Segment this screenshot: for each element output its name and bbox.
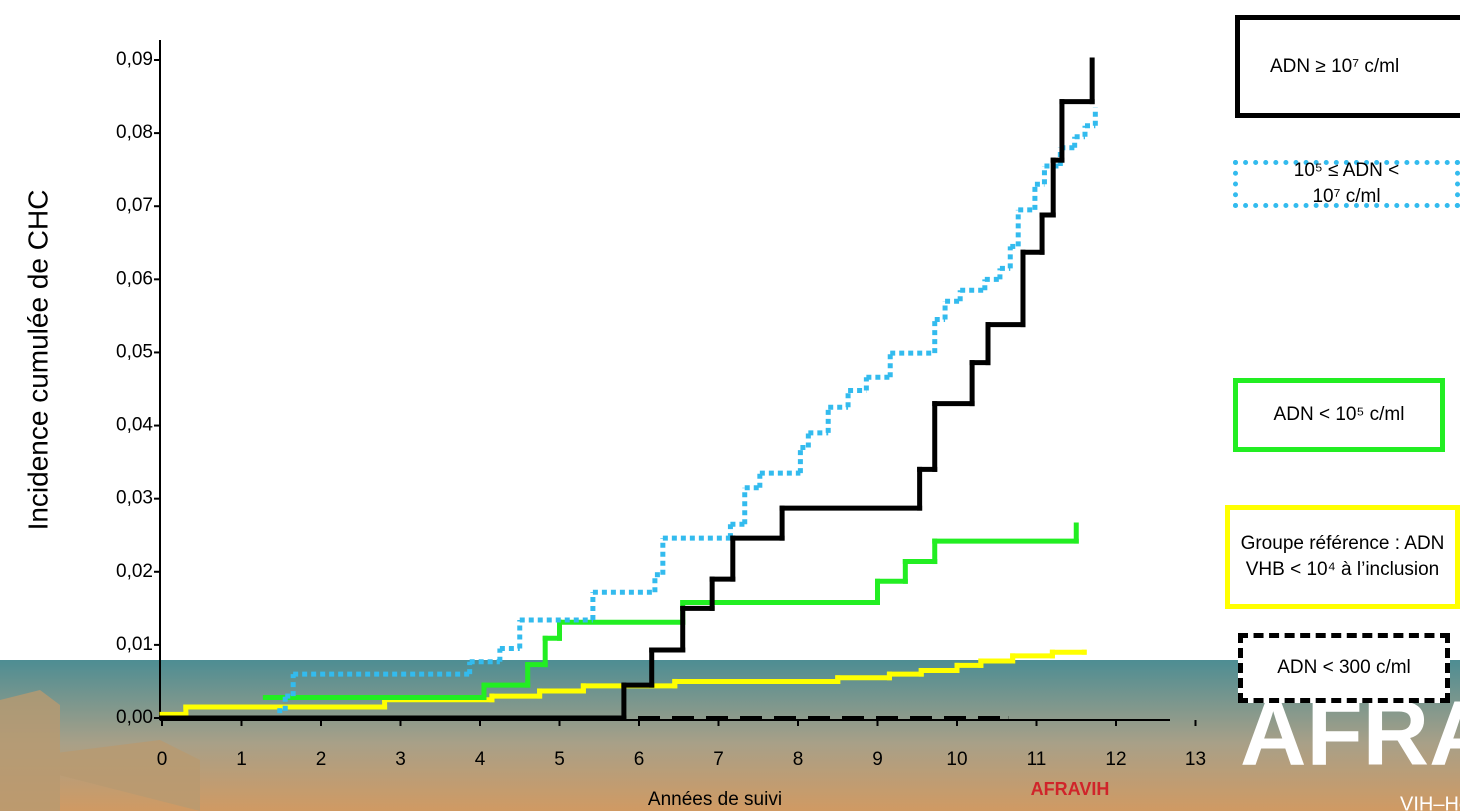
x-tick-label: 2 <box>316 749 327 770</box>
y-tick-label: 0,02 <box>116 561 153 582</box>
y-tick-label: 0,08 <box>116 122 153 143</box>
x-tick-label: 0 <box>157 749 168 770</box>
x-tick-label: 4 <box>475 749 486 770</box>
y-tick-label: 0,00 <box>116 707 153 728</box>
legend-entry: Groupe référence : ADN VHB < 10⁴ à l’inc… <box>1225 505 1460 609</box>
y-tick-label: 0,03 <box>116 488 153 509</box>
y-tick-label: 0,09 <box>116 49 153 70</box>
y-tick-label: 0,06 <box>116 268 153 289</box>
x-tick-label: 7 <box>713 749 724 770</box>
x-tick-label: 5 <box>554 749 565 770</box>
legend-entry: ADN < 10⁵ c/ml <box>1233 378 1445 452</box>
x-tick-label: 1 <box>236 749 247 770</box>
x-tick-label: 6 <box>634 749 645 770</box>
banner-subtitle: VIH–Hépa <box>1400 793 1460 811</box>
y-axis-title: Incidence cumulée de CHC <box>22 190 53 531</box>
x-tick-label: 10 <box>946 749 967 770</box>
y-tick-label: 0,04 <box>116 415 153 436</box>
x-tick-label: 12 <box>1105 749 1126 770</box>
y-tick-label: 0,01 <box>116 634 153 655</box>
x-axis-title: Années de suivi <box>648 789 782 810</box>
x-tick-label: 13 <box>1185 749 1206 770</box>
legend-entry: 10⁵ ≤ ADN < 10⁷ c/ml <box>1233 160 1460 208</box>
page: AFRAVIH AFRA VIH–Hépa Incidence cumulée … <box>0 0 1460 811</box>
banner-logo: AFRAVIH <box>1031 779 1110 799</box>
x-tick-label: 9 <box>872 749 883 770</box>
legend-entry: ADN ≥ 10⁷ c/ml <box>1235 15 1460 118</box>
y-tick-label: 0,07 <box>116 195 153 216</box>
legend-entry: ADN < 300 c/ml <box>1238 633 1450 703</box>
x-tick-label: 3 <box>395 749 406 770</box>
x-tick-label: 11 <box>1027 749 1047 770</box>
y-tick-label: 0,05 <box>116 341 153 362</box>
x-tick-label: 8 <box>793 749 804 770</box>
